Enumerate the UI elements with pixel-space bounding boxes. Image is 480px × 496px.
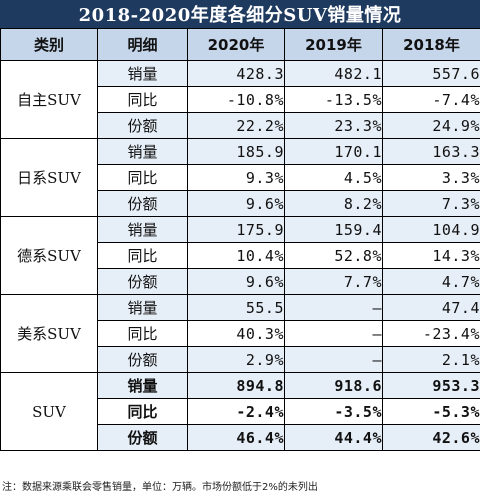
value-cell-2018: 24.9% [382,112,480,139]
value-cell-2020: -2.4% [187,398,285,425]
metric-cell: 同比 [97,164,188,191]
value-cell-2020: 22.2% [187,112,285,139]
metric-cell: 销量 [97,138,188,165]
table-row: 自主SUV 销量 428.3 482.1 557.6 [0,60,480,139]
value-cell-2018: 47.4 [382,294,480,321]
value-cell-2018: -23.4% [382,320,480,347]
category-cell: 自主SUV [0,60,98,139]
value-cell-2019: 44.4% [284,424,383,451]
value-cell-2018: 7.3% [382,190,480,217]
value-cell-2019: 159.4 [284,216,383,243]
table-row: 德系SUV 销量 175.9 159.4 104.9 [0,216,480,295]
value-cell-2019: -3.5% [284,398,383,425]
value-cell-2018: 163.3 [382,138,480,165]
value-cell-2020: 40.3% [187,320,285,347]
value-cell-2018: 104.9 [382,216,480,243]
header-detail: 明细 [97,28,188,61]
value-cell-2020: -10.8% [187,86,285,113]
value-cell-2019: – [284,294,383,321]
value-cell-2020: 185.9 [187,138,285,165]
value-cell-2018: 42.6% [382,424,480,451]
value-cell-2018: 953.3 [382,372,480,399]
value-cell-2019: 4.5% [284,164,383,191]
metric-cell: 销量 [97,60,188,87]
footnote: 注：数据来源乘联会零售销量，单位：万辆。市场份额低于2%的未列出 [2,482,318,493]
value-cell-2019: – [284,320,383,347]
value-cell-2019: – [284,346,383,373]
value-cell-2020: 9.6% [187,190,285,217]
table-row: 同比 9.3% 4.5% 3.3% [1,164,480,191]
table-row: 份额 46.4% 44.4% 42.6% [1,424,480,451]
value-cell-2020: 9.3% [187,164,285,191]
category-cell: SUV [0,372,98,451]
header-category: 类别 [0,28,98,61]
header-2020: 2020年 [187,28,285,61]
suv-sales-table: 类别 明细 2020年 2019年 2018年 自主SUV 销量 428.3 482.… [0,28,480,451]
table-row: 同比 -10.8% -13.5% -7.4% [1,86,480,113]
table-row: 同比 10.4% 52.8% 14.3% [1,242,480,269]
header-row: 类别 明细 2020年 2019年 2018年 [0,28,480,61]
value-cell-2020: 10.4% [187,242,285,269]
value-cell-2018: 4.7% [382,268,480,295]
value-cell-2020: 428.3 [187,60,285,87]
value-cell-2018: 557.6 [382,60,480,87]
metric-cell: 份额 [97,112,188,139]
category-cell: 德系SUV [0,216,98,295]
table-row: 份额 9.6% 8.2% 7.3% [1,190,480,217]
value-cell-2019: 482.1 [284,60,383,87]
value-cell-2019: 918.6 [284,372,383,399]
value-cell-2019: -13.5% [284,86,383,113]
table-row: SUV 销量 894.8 918.6 953.3 [0,372,480,451]
table-row: 同比 -2.4% -3.5% -5.3% [1,398,480,425]
category-cell: 美系SUV [0,294,98,373]
metric-cell: 份额 [97,346,188,373]
metric-cell: 份额 [97,268,188,295]
value-cell-2018: 2.1% [382,346,480,373]
value-cell-2018: 3.3% [382,164,480,191]
value-cell-2019: 8.2% [284,190,383,217]
value-cell-2020: 9.6% [187,268,285,295]
metric-cell: 同比 [97,86,188,113]
value-cell-2018: -5.3% [382,398,480,425]
metric-cell: 同比 [97,242,188,269]
value-cell-2019: 23.3% [284,112,383,139]
table-row: 份额 22.2% 23.3% 24.9% [1,112,480,139]
metric-cell: 销量 [97,372,188,399]
table-row: 日系SUV 销量 185.9 170.1 163.3 [0,138,480,217]
metric-cell: 份额 [97,424,188,451]
value-cell-2020: 2.9% [187,346,285,373]
value-cell-2019: 170.1 [284,138,383,165]
header-2019: 2019年 [284,28,383,61]
table-row: 美系SUV 销量 55.5–47.4 [0,294,480,373]
table-title: 2018-2020年度各细分SUV销量情况 [0,0,480,28]
metric-cell: 销量 [97,294,188,321]
metric-cell: 销量 [97,216,188,243]
metric-cell: 份额 [97,190,188,217]
value-cell-2018: 14.3% [382,242,480,269]
value-cell-2019: 7.7% [284,268,383,295]
value-cell-2020: 55.5 [187,294,285,321]
value-cell-2019: 52.8% [284,242,383,269]
value-cell-2020: 175.9 [187,216,285,243]
metric-cell: 同比 [97,320,188,347]
value-cell-2020: 46.4% [187,424,285,451]
header-2018: 2018年 [382,28,480,61]
value-cell-2020: 894.8 [187,372,285,399]
value-cell-2018: -7.4% [382,86,480,113]
category-cell: 日系SUV [0,138,98,217]
metric-cell: 同比 [97,398,188,425]
